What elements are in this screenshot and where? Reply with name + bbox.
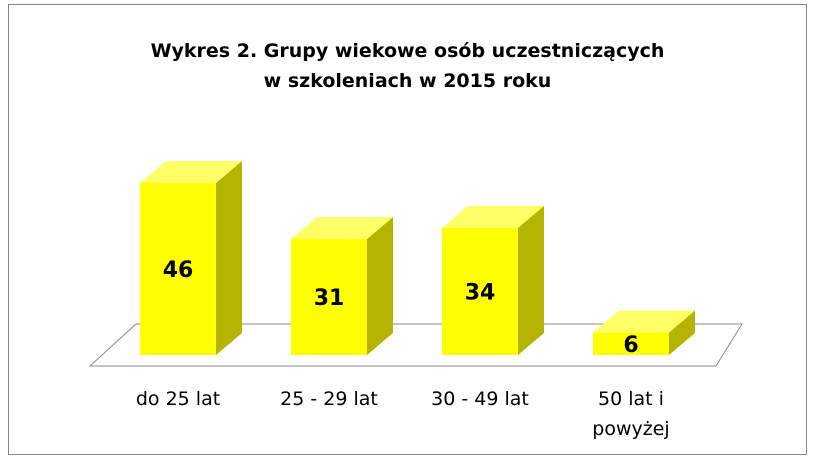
bar-side [669,310,695,355]
bar-side [367,217,393,355]
data-label: 34 [465,280,496,305]
x-tick-label: 25 - 29 lat [280,388,378,410]
bar-top [593,310,695,333]
x-tick-label: do 25 lat [135,388,221,410]
bar [291,239,367,355]
data-label: 46 [163,258,194,283]
bar-top [442,205,544,228]
data-label: 31 [314,286,345,311]
bar [140,182,216,355]
chart-title: Wykres 2. Grupy wiekowe osób uczestniczą… [150,40,665,92]
bar-top [291,217,393,240]
bar [593,332,669,355]
bar-top [140,160,242,183]
data-label: 6 [623,333,638,358]
floor [88,323,743,367]
bar [442,227,518,355]
x-tick-label: 30 - 49 lat [431,388,529,410]
x-tick-label: 50 lat i powyżej [592,388,670,440]
bar-side [518,205,544,355]
bar-side [216,160,242,355]
